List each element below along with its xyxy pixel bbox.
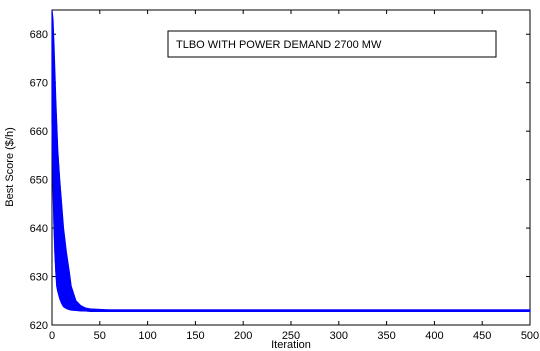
x-tick-label: 200 <box>234 330 252 342</box>
x-tick-label: 0 <box>49 330 55 342</box>
y-tick-label: 650 <box>30 175 48 187</box>
y-tick-label: 680 <box>30 29 48 41</box>
x-tick-label: 350 <box>377 330 395 342</box>
y-tick-label: 670 <box>30 78 48 90</box>
annotation-frame <box>167 30 497 58</box>
x-tick-label: 450 <box>473 330 491 342</box>
x-tick-label: 50 <box>94 330 106 342</box>
plot-area <box>51 9 531 326</box>
y-tick-label: 640 <box>30 223 48 235</box>
x-tick-label: 300 <box>330 330 348 342</box>
annotation-text: TLBO WITH POWER DEMAND 2700 MW <box>176 39 382 51</box>
x-tick-label: 100 <box>138 330 156 342</box>
x-tick-label: 500 <box>521 330 539 342</box>
y-axis-label: Best Score ($/h) <box>4 127 16 206</box>
x-tick-label: 250 <box>282 330 300 342</box>
y-tick-label: 630 <box>30 272 48 284</box>
annotation-box: TLBO WITH POWER DEMAND 2700 MW <box>167 30 497 58</box>
x-tick-label: 150 <box>186 330 204 342</box>
y-tick-label: 620 <box>30 320 48 332</box>
x-tick-label: 400 <box>425 330 443 342</box>
y-tick-label: 660 <box>30 126 48 138</box>
x-axis-label: Iteration <box>271 339 311 351</box>
